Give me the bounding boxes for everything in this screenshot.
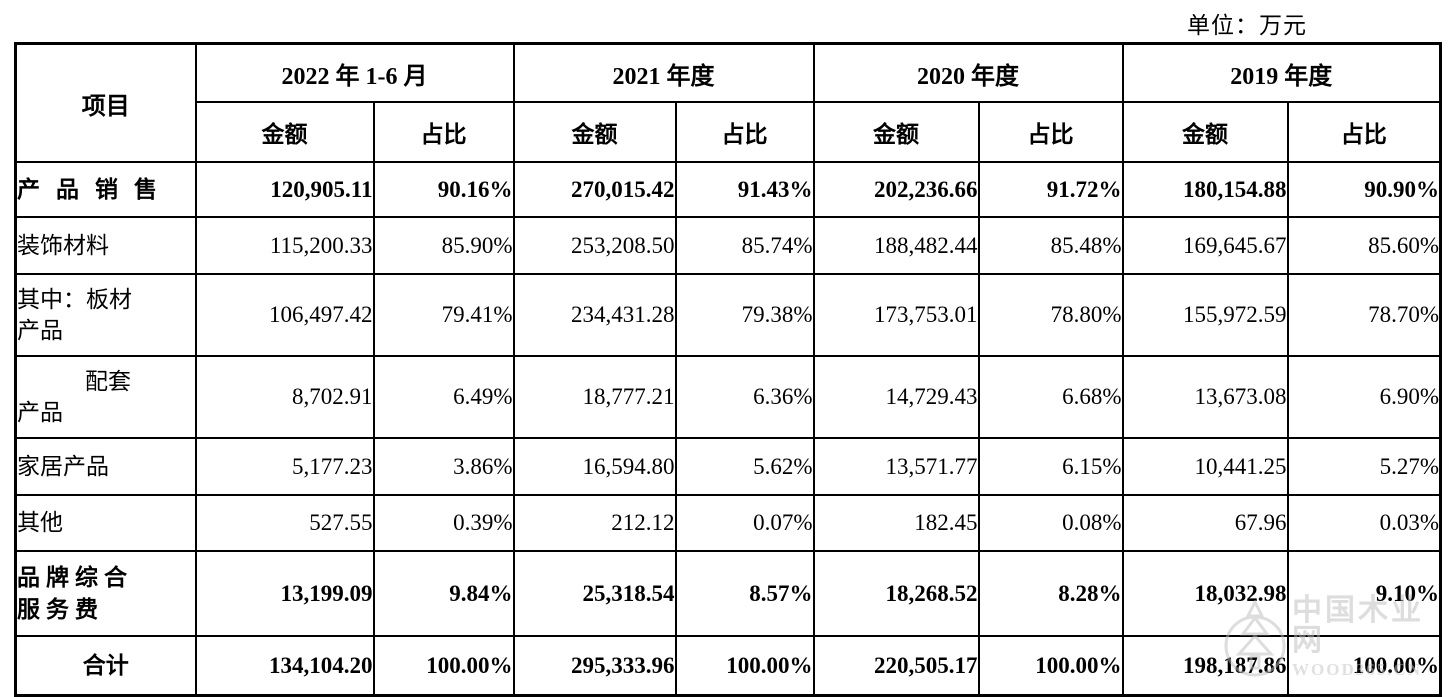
cell-amount: 8,702.91 [194, 355, 375, 439]
cell-amount: 180,154.88 [1121, 161, 1289, 218]
cell-amount: 25,318.54 [512, 550, 677, 637]
cell-amount: 18,032.98 [1121, 550, 1289, 637]
cell-amount: 188,482.44 [812, 216, 980, 275]
column-header-amount: 金额 [812, 101, 980, 163]
table-row-decorative-materials: 装饰材料 115,200.33 85.90% 253,208.50 85.74%… [14, 216, 1442, 275]
cell-amount: 198,187.86 [1121, 635, 1289, 697]
cell-amount: 182.45 [812, 494, 980, 552]
cell-amount: 67.96 [1121, 494, 1289, 552]
column-header-amount: 金额 [512, 101, 677, 163]
cell-amount: 234,431.28 [512, 273, 677, 357]
row-label: 配套 产品 [14, 355, 197, 439]
table-row-supporting-products: 配套 产品 8,702.91 6.49% 18,777.21 6.36% 14,… [14, 355, 1442, 439]
cell-ratio: 9.84% [372, 550, 515, 637]
cell-amount: 18,268.52 [812, 550, 980, 637]
column-header-ratio: 占比 [674, 101, 815, 163]
cell-amount: 13,199.09 [194, 550, 375, 637]
cell-amount: 169,645.67 [1121, 216, 1289, 275]
cell-ratio: 100.00% [674, 635, 815, 697]
cell-ratio: 0.07% [674, 494, 815, 552]
cell-ratio: 78.80% [977, 273, 1124, 357]
column-header-ratio: 占比 [977, 101, 1124, 163]
cell-amount: 13,571.77 [812, 437, 980, 496]
cell-ratio: 6.36% [674, 355, 815, 439]
cell-amount: 13,673.08 [1121, 355, 1289, 439]
cell-ratio: 85.90% [372, 216, 515, 275]
row-label: 品牌综合 服务费 [14, 550, 197, 637]
table-row-brand-service-fee: 品牌综合 服务费 13,199.09 9.84% 25,318.54 8.57%… [14, 550, 1442, 637]
table-row-total: 合计 134,104.20 100.00% 295,333.96 100.00%… [14, 635, 1442, 697]
row-label: 产品销售 [14, 161, 197, 218]
cell-ratio: 5.62% [674, 437, 815, 496]
column-header-ratio: 占比 [372, 101, 515, 163]
row-label: 家居产品 [14, 437, 197, 496]
row-label: 合计 [14, 635, 197, 697]
cell-ratio: 6.49% [372, 355, 515, 439]
cell-amount: 253,208.50 [512, 216, 677, 275]
cell-amount: 18,777.21 [512, 355, 677, 439]
cell-ratio: 0.03% [1286, 494, 1442, 552]
cell-amount: 202,236.66 [812, 161, 980, 218]
row-label: 其他 [14, 494, 197, 552]
table-row-home-products: 家居产品 5,177.23 3.86% 16,594.80 5.62% 13,5… [14, 437, 1442, 496]
cell-ratio: 100.00% [1286, 635, 1442, 697]
cell-ratio: 90.16% [372, 161, 515, 218]
cell-amount: 14,729.43 [812, 355, 980, 439]
unit-label: 单位：万元 [1187, 13, 1307, 38]
cell-amount: 155,972.59 [1121, 273, 1289, 357]
table-row-product-sales: 产品销售 120,905.11 90.16% 270,015.42 91.43%… [14, 161, 1442, 218]
cell-amount: 134,104.20 [194, 635, 375, 697]
cell-ratio: 79.38% [674, 273, 815, 357]
header-row-subcolumns: 金额 占比 金额 占比 金额 占比 金额 占比 [16, 101, 1442, 163]
cell-amount: 5,177.23 [194, 437, 375, 496]
cell-ratio: 3.86% [372, 437, 515, 496]
table-row-others: 其他 527.55 0.39% 212.12 0.07% 182.45 0.08… [14, 494, 1442, 552]
cell-amount: 16,594.80 [512, 437, 677, 496]
cell-ratio: 9.10% [1286, 550, 1442, 637]
column-header-period-2020: 2020 年度 [812, 42, 1124, 103]
row-label: 装饰材料 [14, 216, 197, 275]
cell-ratio: 100.00% [372, 635, 515, 697]
table-row-board-products: 其中：板材 产品 106,497.42 79.41% 234,431.28 79… [14, 273, 1442, 357]
cell-ratio: 100.00% [977, 635, 1124, 697]
column-header-amount: 金额 [194, 101, 375, 163]
cell-ratio: 6.15% [977, 437, 1124, 496]
column-header-period-2022: 2022 年 1-6 月 [194, 42, 515, 103]
cell-ratio: 91.43% [674, 161, 815, 218]
cell-ratio: 5.27% [1286, 437, 1442, 496]
cell-amount: 106,497.42 [194, 273, 375, 357]
cell-ratio: 6.68% [977, 355, 1124, 439]
revenue-breakdown-table: 项目 2022 年 1-6 月 2021 年度 2020 年度 2019 年度 … [14, 42, 1442, 697]
cell-ratio: 85.48% [977, 216, 1124, 275]
header-row-periods: 项目 2022 年 1-6 月 2021 年度 2020 年度 2019 年度 [14, 42, 1442, 163]
cell-amount: 173,753.01 [812, 273, 980, 357]
cell-amount: 115,200.33 [194, 216, 375, 275]
cell-amount: 212.12 [512, 494, 677, 552]
cell-ratio: 85.74% [674, 216, 815, 275]
cell-ratio: 79.41% [372, 273, 515, 357]
cell-ratio: 8.57% [674, 550, 815, 637]
cell-ratio: 6.90% [1286, 355, 1442, 439]
cell-amount: 270,015.42 [512, 161, 677, 218]
column-header-amount: 金额 [1121, 101, 1289, 163]
cell-amount: 295,333.96 [512, 635, 677, 697]
column-header-period-2021: 2021 年度 [512, 42, 815, 103]
cell-ratio: 0.08% [977, 494, 1124, 552]
column-header-period-2019: 2019 年度 [1121, 42, 1442, 103]
cell-ratio: 78.70% [1286, 273, 1442, 357]
cell-ratio: 0.39% [372, 494, 515, 552]
column-header-ratio: 占比 [1286, 101, 1442, 163]
cell-amount: 120,905.11 [194, 161, 375, 218]
cell-amount: 10,441.25 [1121, 437, 1289, 496]
cell-ratio: 8.28% [977, 550, 1124, 637]
cell-ratio: 91.72% [977, 161, 1124, 218]
cell-amount: 527.55 [194, 494, 375, 552]
cell-amount: 220,505.17 [812, 635, 980, 697]
cell-ratio: 90.90% [1286, 161, 1442, 218]
column-header-item: 项目 [14, 42, 197, 163]
cell-ratio: 85.60% [1286, 216, 1442, 275]
row-label: 其中：板材 产品 [14, 273, 197, 357]
